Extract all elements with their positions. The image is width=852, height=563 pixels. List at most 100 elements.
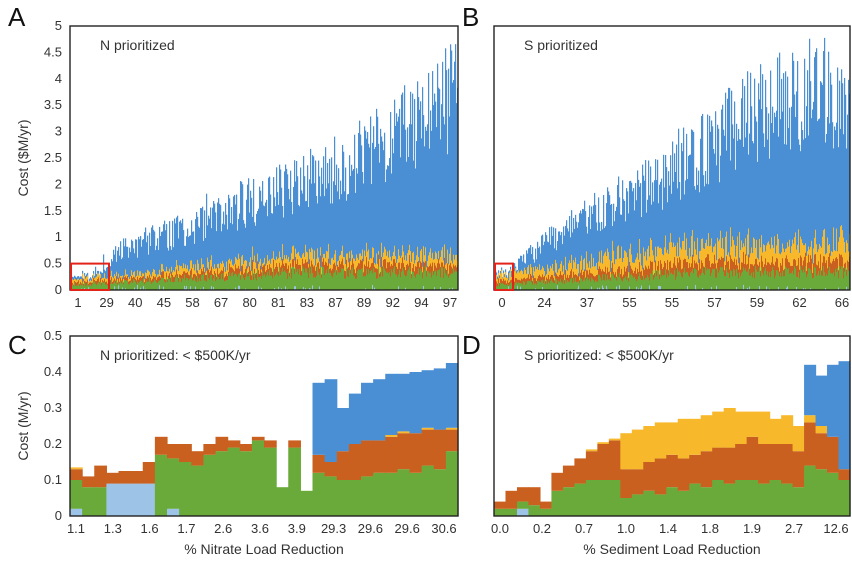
bar-green xyxy=(325,272,327,290)
chart-title: S prioritized: < $500K/yr xyxy=(524,347,674,363)
bar-green xyxy=(701,273,703,290)
bar-total xyxy=(393,153,395,290)
bar-green xyxy=(178,281,180,290)
bar-green xyxy=(230,276,232,290)
bar-green xyxy=(751,272,753,290)
bar-total xyxy=(644,180,646,290)
bar-green xyxy=(187,278,189,290)
bar-green xyxy=(547,283,549,290)
bar-total xyxy=(456,103,458,290)
bar-yellow xyxy=(774,236,776,290)
bar-green xyxy=(685,273,687,290)
bar-green xyxy=(229,272,231,290)
bar-total xyxy=(310,148,312,290)
bar-orange xyxy=(562,275,564,290)
bar-green xyxy=(789,274,791,290)
bar-lightblue xyxy=(203,286,205,290)
bar-green xyxy=(809,268,811,290)
bar-green xyxy=(551,279,553,290)
x-tick-labels: 0.0 0.2 0.7 1.0 1.4 1.8 1.9 2.7 12.6 xyxy=(491,521,849,536)
bar-total xyxy=(419,109,421,290)
x-tick-label: 2.7 xyxy=(785,521,803,536)
bar-green xyxy=(824,272,826,290)
bar-segment-lightblue xyxy=(516,508,530,516)
bar-green xyxy=(429,273,431,290)
bar-green xyxy=(344,278,346,290)
bar-total xyxy=(623,199,625,290)
bar-green xyxy=(531,282,533,290)
bar-green xyxy=(195,280,197,290)
bar-green xyxy=(72,284,74,290)
bar-green xyxy=(373,268,375,290)
bar-total xyxy=(295,181,297,290)
bar-total xyxy=(321,167,323,290)
bar-green xyxy=(659,279,661,290)
bar-green xyxy=(249,273,251,290)
bar-green xyxy=(497,286,499,290)
bar-total xyxy=(418,97,420,291)
bar-yellow xyxy=(509,272,511,290)
bar-total xyxy=(548,242,550,290)
bar-orange xyxy=(525,279,527,290)
bar-green xyxy=(533,280,535,290)
bar-green xyxy=(422,278,424,290)
bar-green xyxy=(263,275,265,290)
bar-green xyxy=(842,266,844,290)
bar-green xyxy=(567,280,569,290)
bar-total xyxy=(133,248,135,290)
bar-segment-green xyxy=(445,451,459,516)
bar-lightblue xyxy=(838,287,840,290)
bar-total xyxy=(706,183,708,290)
bar-green xyxy=(593,279,595,290)
bar-green xyxy=(171,275,173,290)
bar-green xyxy=(141,280,143,290)
bar-total xyxy=(602,229,604,290)
bar-total xyxy=(189,235,191,290)
bar-lightblue xyxy=(766,286,768,290)
bar-green xyxy=(432,271,434,290)
bar-green xyxy=(525,285,527,290)
bar-green xyxy=(676,276,678,290)
bar-total xyxy=(200,208,202,290)
bar-segment-orange xyxy=(631,469,644,495)
bar-total xyxy=(436,127,438,291)
x-tick-label: 66 xyxy=(835,295,849,310)
bar-green xyxy=(560,278,562,290)
bar-segment-green xyxy=(239,451,253,516)
bar-yellow xyxy=(621,246,623,290)
x-tick-label: 1 xyxy=(74,295,81,310)
bar-green xyxy=(407,271,409,290)
bar-segment-orange xyxy=(643,462,656,491)
bar-segment-yellow xyxy=(620,433,633,470)
bar-green xyxy=(554,283,556,290)
bar-green xyxy=(390,276,392,290)
bar-total xyxy=(153,229,155,290)
bar-green xyxy=(287,278,289,290)
bar-green xyxy=(673,274,675,290)
x-tick-label: 87 xyxy=(328,295,342,310)
bar-green xyxy=(440,277,442,290)
bar-total xyxy=(317,203,319,290)
bar-total xyxy=(298,204,300,290)
bar-total xyxy=(243,220,245,290)
bar-green xyxy=(262,270,264,290)
bar-total xyxy=(679,182,681,290)
bar-green xyxy=(148,281,150,290)
bar-green xyxy=(610,280,612,290)
bar-green xyxy=(330,272,332,290)
bar-green xyxy=(732,276,734,290)
bar-green xyxy=(340,272,342,290)
bar-green xyxy=(133,278,135,290)
bar-total xyxy=(231,207,233,290)
bar-total xyxy=(671,193,673,290)
bar-total xyxy=(366,138,368,290)
bar-green xyxy=(808,268,810,290)
bar-yellow xyxy=(838,241,840,290)
bar-total xyxy=(343,151,345,290)
bar-total xyxy=(279,164,281,290)
bar-green xyxy=(577,281,579,290)
bar-lightblue xyxy=(659,285,661,290)
bar-lightblue xyxy=(238,285,240,290)
bar-total xyxy=(761,109,763,290)
bar-segment-yellow xyxy=(758,411,771,444)
